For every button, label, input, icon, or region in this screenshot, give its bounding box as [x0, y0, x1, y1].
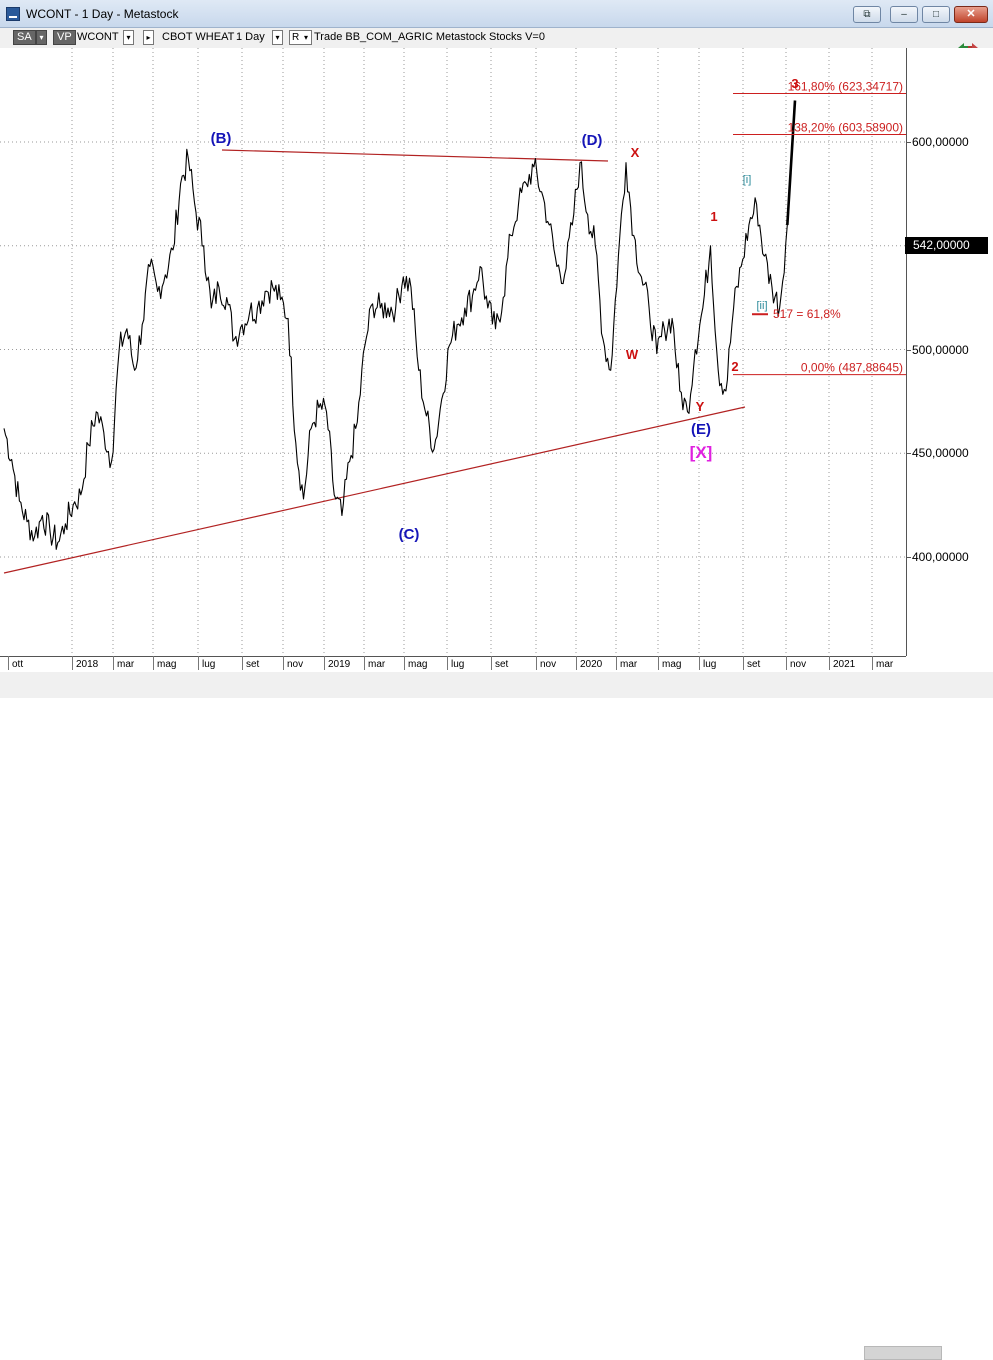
- restore-icon[interactable]: ⧉: [853, 6, 881, 23]
- chart-info-text: Trade BB_COM_AGRIC Metastock Stocks V=0: [314, 31, 545, 43]
- wave-label-red: W: [626, 347, 639, 362]
- retracement-label: 517 = 61,8%: [773, 307, 841, 321]
- y-tick-label: 450,00000: [907, 446, 969, 461]
- wave-label-blue: (B): [211, 130, 232, 147]
- x-tick-label: mar: [871, 656, 894, 670]
- wave-label-red: X: [631, 145, 640, 160]
- window-title: WCONT - 1 Day - Metastock: [26, 7, 179, 21]
- symbol-dropdown-icon[interactable]: ▾: [123, 30, 134, 45]
- vp-button[interactable]: VP: [53, 30, 76, 45]
- x-tick-label: lug: [698, 656, 717, 670]
- x-tick-label: mag: [403, 656, 428, 670]
- security-list-icon[interactable]: ▸: [143, 30, 154, 45]
- sa-selector[interactable]: SA: [13, 30, 36, 45]
- y-tick-label: 500,00000: [907, 342, 969, 357]
- x-tick-label: lug: [197, 656, 216, 670]
- chart-toolbar: SA ▾ VP WCONT ▾ ▸ CBOT WHEAT 1 Day ▾ R ▾…: [0, 28, 993, 48]
- price-line[interactable]: [3, 100, 796, 550]
- security-name: CBOT WHEAT: [162, 31, 235, 43]
- x-tick-label: mar: [615, 656, 638, 670]
- fib-level-label: 0,00% (487,88645): [801, 361, 903, 375]
- wave-3-projection-line[interactable]: [786, 100, 797, 226]
- period-label: 1 Day: [236, 31, 265, 43]
- symbol-label: WCONT: [77, 31, 119, 43]
- minimize-button[interactable]: –: [890, 6, 918, 23]
- x-tick-label: 2018: [71, 656, 99, 670]
- x-tick-label: nov: [282, 656, 304, 670]
- maximize-button[interactable]: □: [922, 6, 950, 23]
- last-price-label: 542,00000: [905, 237, 988, 254]
- price-axis[interactable]: 400,00000450,00000500,00000550,00000600,…: [906, 48, 993, 656]
- x-tick-label: nov: [785, 656, 807, 670]
- x-tick-label: nov: [535, 656, 557, 670]
- x-tick-label: ott: [7, 656, 24, 670]
- wave-label-blue: (C): [399, 526, 420, 543]
- fib-level-label: 161,80% (623,34717): [788, 80, 903, 94]
- chart-plot-area[interactable]: 200,00% (655,32863)161,80% (623,34717)13…: [0, 13, 906, 656]
- bottom-bar: [0, 672, 993, 1360]
- x-tick-label: 2021: [828, 656, 856, 670]
- x-tick-label: mar: [112, 656, 135, 670]
- wave-label-red: Y: [696, 399, 705, 414]
- r-dropdown-icon[interactable]: ▾: [301, 30, 312, 45]
- x-tick-label: mag: [657, 656, 682, 670]
- x-tick-label: 2020: [575, 656, 603, 670]
- x-tick-label: 2019: [323, 656, 351, 670]
- price-chart[interactable]: 200,00% (655,32863)161,80% (623,34717)13…: [0, 13, 906, 656]
- x-tick-label: set: [490, 656, 509, 670]
- date-axis[interactable]: ott 2018 mar mag lug set nov 2019 mar mag lug set no…: [0, 656, 906, 672]
- y-tick-label: 600,00000: [907, 135, 969, 149]
- wave-label-blue: (E): [691, 421, 711, 438]
- upper-trendline[interactable]: [221, 149, 609, 162]
- y-tick-label: 400,00000: [907, 550, 969, 564]
- x-tick-label: mag: [152, 656, 177, 670]
- close-button[interactable]: ✕: [954, 6, 988, 23]
- x-tick-label: set: [742, 656, 761, 670]
- wave-label-red: 3: [791, 76, 798, 91]
- wave-label-teal: [ii]: [757, 300, 768, 312]
- sa-dropdown-icon[interactable]: ▾: [36, 30, 47, 45]
- x-tick-label: set: [241, 656, 260, 670]
- fib-level-label: 138,20% (603,58900): [788, 121, 903, 135]
- wave-label-red: 1: [710, 209, 717, 224]
- wave-label-magenta: [X]: [690, 443, 713, 462]
- wave-label-blue: (D): [582, 132, 603, 149]
- period-dropdown-icon[interactable]: ▾: [272, 30, 283, 45]
- wave-label-red: 2: [731, 359, 738, 374]
- x-tick-label: lug: [446, 656, 465, 670]
- wave-label-teal: [i]: [743, 174, 752, 186]
- window-titlebar: WCONT - 1 Day - Metastock ⧉ – □ ✕: [0, 0, 993, 28]
- x-tick-label: mar: [363, 656, 386, 670]
- lower-trendline[interactable]: [3, 406, 746, 574]
- horizontal-scrollbar[interactable]: [864, 1346, 942, 1360]
- metastock-icon: [6, 7, 20, 21]
